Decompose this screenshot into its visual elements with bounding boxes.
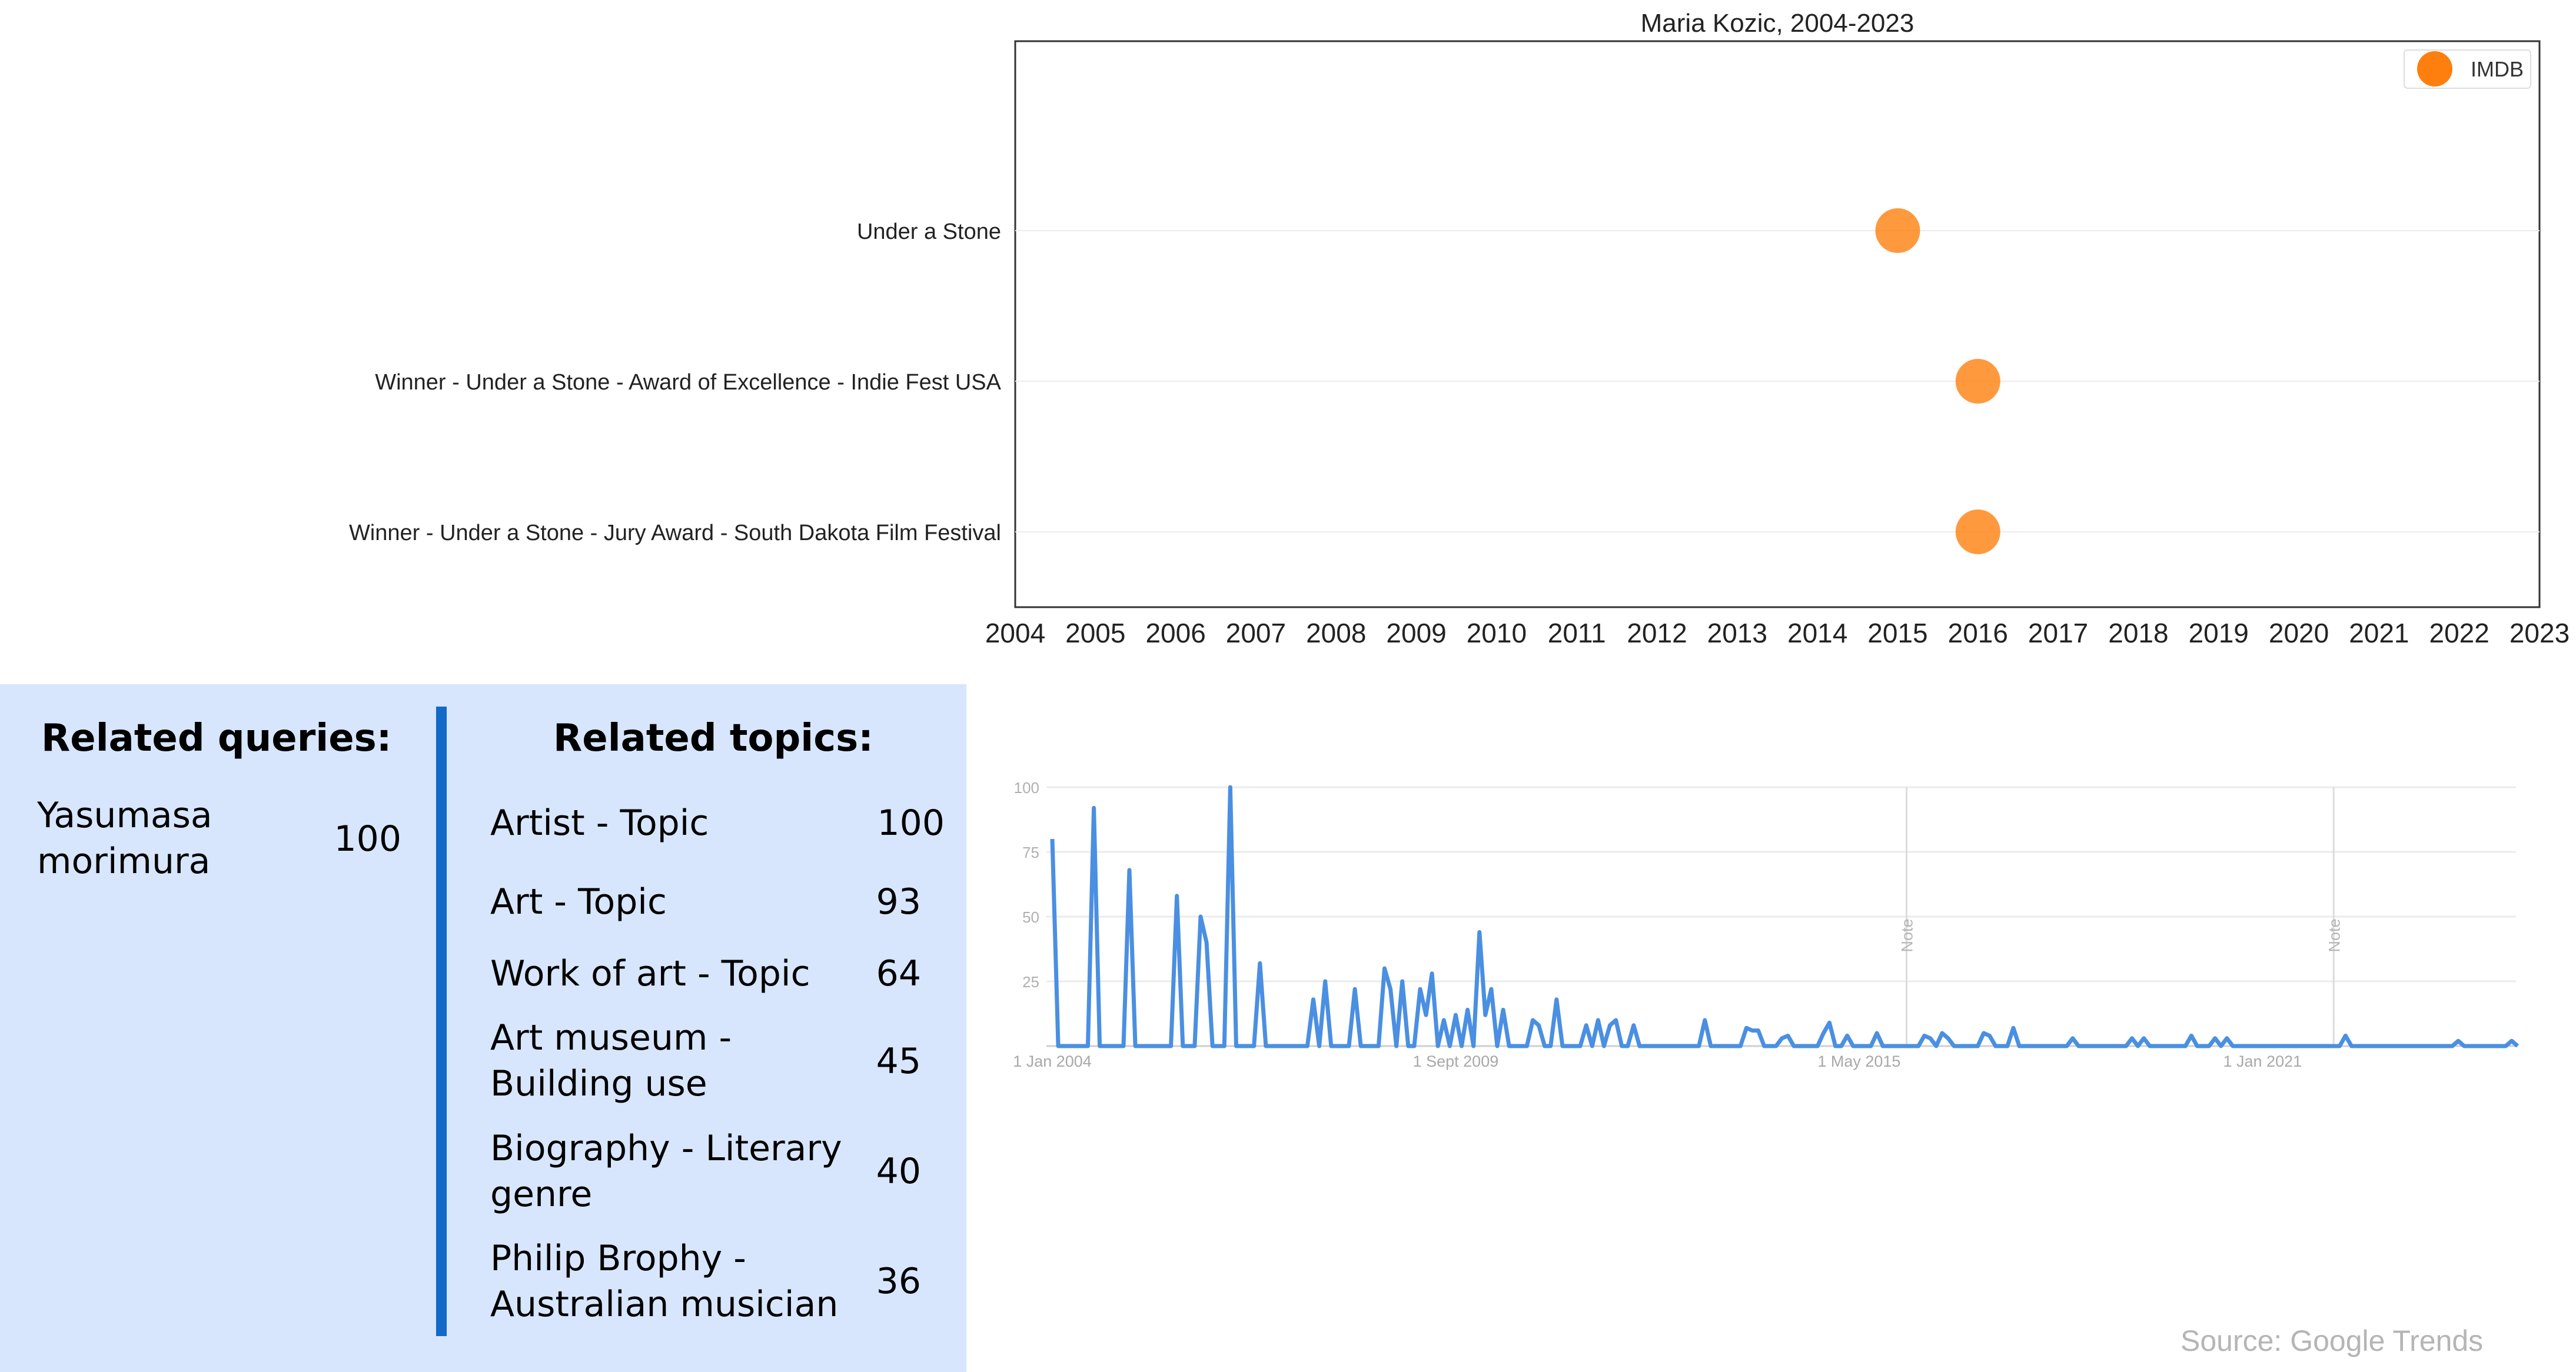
timeline-x-tick-label: 2016 — [1948, 618, 2008, 648]
timeline-x-tick-label: 2018 — [2108, 618, 2168, 648]
trends-x-tick-label: 1 Jan 2004 — [1013, 1053, 1092, 1070]
trends-y-tick-label: 25 — [1022, 973, 1039, 991]
timeline-plot-frame — [1014, 40, 2541, 608]
related-panel — [0, 684, 966, 1372]
topic-label-line-1: Art museum - — [490, 1017, 732, 1058]
timeline-gridlines — [1015, 230, 2540, 532]
timeline-legend: IMDB — [2404, 49, 2531, 89]
source-label: Source: Google Trends — [2181, 1324, 2484, 1357]
timeline-y-labels: Under a Stone Winner - Under a Stone - Aw… — [349, 219, 1002, 545]
timeline-y-label: Under a Stone — [857, 219, 1001, 244]
timeline-x-ticks: 2004 2005 2006 2007 2008 2009 2010 2011 2012 2013… — [985, 618, 2570, 648]
timeline-x-tick-label: 2013 — [1707, 618, 1767, 648]
timeline-x-tick-label: 2020 — [2269, 618, 2329, 648]
topic-label-line-1: Art - Topic — [490, 881, 667, 923]
trends-gridlines — [1046, 786, 2516, 1047]
timeline-point — [1955, 509, 2000, 554]
timeline-x-tick-label: 2012 — [1627, 618, 1687, 648]
timeline-x-tick-label: 2009 — [1386, 618, 1446, 648]
timeline-x-tick-label: 2022 — [2429, 618, 2489, 648]
topic-value: 93 — [876, 881, 921, 923]
query-value: 100 — [334, 818, 401, 860]
timeline-y-label: Winner - Under a Stone - Jury Award - So… — [349, 521, 1001, 545]
trends-y-tick-label: 50 — [1022, 908, 1039, 926]
topic-value: 64 — [876, 953, 921, 994]
panel-divider — [436, 707, 447, 1336]
trends-y-ticks: 100 75 50 25 — [1014, 779, 1039, 991]
trends-x-ticks: 1 Jan 2004 1 Sept 2009 1 May 2015 1 Jan 202… — [1013, 1053, 2302, 1070]
timeline-point — [1875, 208, 1920, 253]
timeline-title: Maria Kozic, 2004-2023 — [1641, 9, 1914, 38]
trends-x-tick-label: 1 May 2015 — [1817, 1053, 1900, 1070]
timeline-x-tick-label: 2005 — [1065, 618, 1125, 648]
trends-notes: Note Note — [1899, 787, 2343, 1046]
topic-label-line-1: Biography - Literary — [490, 1128, 842, 1169]
query-label-line-2: morimura — [37, 841, 211, 882]
trends-y-tick-label: 100 — [1014, 779, 1039, 797]
related-topics-heading: Related topics: — [553, 717, 873, 760]
trends-x-tick-label: 1 Sept 2009 — [1413, 1053, 1499, 1070]
trends-x-tick-label: 1 Jan 2021 — [2223, 1053, 2302, 1070]
topic-value: 36 — [876, 1261, 921, 1302]
timeline-x-tick-label: 2021 — [2349, 618, 2409, 648]
timeline-x-tick-label: 2010 — [1467, 618, 1527, 648]
related-queries-heading: Related queries: — [41, 717, 392, 760]
topic-label-line-2: genre — [490, 1174, 593, 1215]
timeline-y-label: Winner - Under a Stone - Award of Excell… — [375, 370, 1001, 395]
legend-marker — [2417, 51, 2452, 86]
trends-chart: Note Note 100 75 50 25 1 Jan 2004 1 Sept 2009… — [1013, 779, 2520, 1070]
topic-label-line-1: Artist - Topic — [490, 802, 709, 844]
timeline-chart: Maria Kozic, 2004-2023 Under a Stone Winn… — [349, 9, 2570, 648]
trends-y-tick-label: 75 — [1022, 844, 1039, 861]
timeline-x-tick-label: 2014 — [1787, 618, 1847, 648]
timeline-x-tick-label: 2007 — [1226, 618, 1286, 648]
topic-value: 100 — [877, 802, 945, 844]
timeline-x-tick-label: 2019 — [2189, 618, 2249, 648]
legend-label: IMDB — [2471, 57, 2524, 81]
timeline-x-tick-label: 2008 — [1306, 618, 1366, 648]
trends-series-line — [1050, 785, 2520, 1048]
timeline-x-tick-label: 2015 — [1867, 618, 1927, 648]
timeline-x-tick-label: 2023 — [2509, 618, 2570, 648]
topic-label-line-2: Australian musician — [490, 1284, 839, 1325]
topic-value: 45 — [876, 1041, 921, 1082]
topic-label-line-1: Work of art - Topic — [490, 953, 810, 994]
timeline-x-tick-label: 2017 — [2028, 618, 2088, 648]
timeline-points — [1875, 208, 2000, 554]
topic-label-line-1: Philip Brophy - — [490, 1238, 746, 1279]
topic-label-line-2: Building use — [490, 1063, 707, 1104]
query-label-line-1: Yasumasa — [37, 795, 212, 836]
timeline-x-tick-label: 2006 — [1145, 618, 1205, 648]
topic-value: 40 — [876, 1151, 921, 1192]
timeline-point — [1955, 359, 2000, 404]
trends-note-label: Note — [2325, 918, 2343, 952]
timeline-x-tick-label: 2004 — [985, 618, 1045, 648]
timeline-x-tick-label: 2011 — [1548, 618, 1606, 648]
trends-note-label: Note — [1899, 918, 1916, 952]
